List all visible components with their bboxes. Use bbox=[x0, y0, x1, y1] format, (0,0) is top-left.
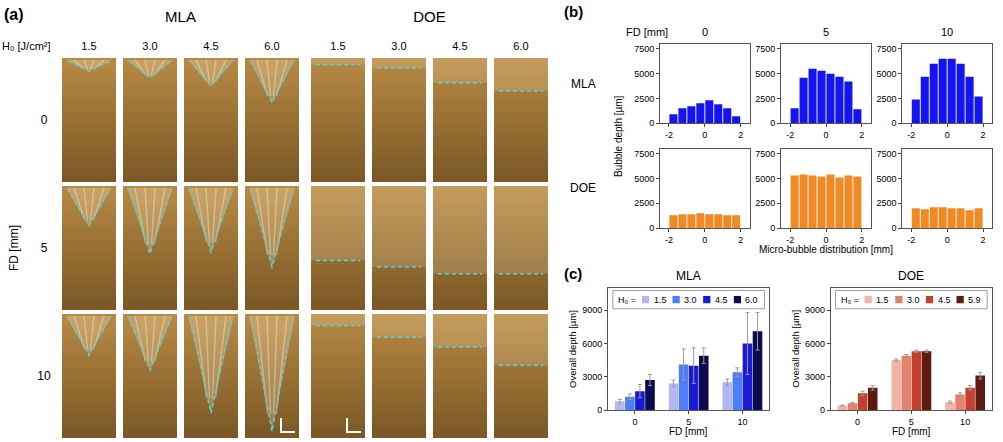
svg-text:H₀ =: H₀ = bbox=[841, 295, 859, 305]
svg-text:5.9: 5.9 bbox=[968, 295, 981, 305]
svg-text:FD [mm]: FD [mm] bbox=[892, 426, 931, 437]
svg-text:0: 0 bbox=[702, 26, 708, 38]
svg-text:FD [mm]: FD [mm] bbox=[669, 426, 708, 437]
svg-text:H₀ =: H₀ = bbox=[618, 295, 636, 305]
svg-text:0: 0 bbox=[649, 223, 654, 233]
svg-text:7500: 7500 bbox=[755, 149, 775, 159]
svg-text:DOE: DOE bbox=[898, 269, 924, 283]
svg-text:10: 10 bbox=[960, 417, 970, 427]
svg-text:2: 2 bbox=[738, 130, 743, 140]
svg-text:7500: 7500 bbox=[634, 44, 654, 54]
svg-text:5: 5 bbox=[823, 26, 829, 38]
svg-text:7500: 7500 bbox=[877, 149, 897, 159]
svg-text:10: 10 bbox=[737, 417, 747, 427]
svg-text:6.0: 6.0 bbox=[745, 295, 758, 305]
svg-text:2500: 2500 bbox=[755, 198, 775, 208]
svg-text:0: 0 bbox=[945, 130, 950, 140]
svg-text:0: 0 bbox=[702, 130, 707, 140]
svg-text:0: 0 bbox=[597, 405, 602, 415]
svg-text:(c): (c) bbox=[564, 265, 582, 282]
svg-text:1.5: 1.5 bbox=[81, 40, 96, 52]
svg-text:5: 5 bbox=[41, 241, 48, 255]
svg-text:0: 0 bbox=[820, 405, 825, 415]
svg-text:(a): (a) bbox=[4, 6, 24, 23]
svg-text:-2: -2 bbox=[665, 130, 673, 140]
svg-text:5000: 5000 bbox=[755, 69, 775, 79]
svg-text:5000: 5000 bbox=[877, 69, 897, 79]
svg-text:9000: 9000 bbox=[805, 305, 825, 315]
svg-text:MLA: MLA bbox=[165, 8, 196, 25]
svg-text:0: 0 bbox=[770, 223, 775, 233]
svg-text:5000: 5000 bbox=[634, 69, 654, 79]
svg-text:2500: 2500 bbox=[634, 94, 654, 104]
svg-text:2: 2 bbox=[859, 130, 864, 140]
svg-text:3000: 3000 bbox=[582, 372, 602, 382]
svg-text:0: 0 bbox=[823, 130, 828, 140]
svg-text:3.0: 3.0 bbox=[142, 40, 157, 52]
svg-text:2: 2 bbox=[859, 235, 864, 245]
svg-text:0: 0 bbox=[945, 235, 950, 245]
svg-text:DOE: DOE bbox=[570, 181, 596, 195]
svg-text:0: 0 bbox=[892, 223, 897, 233]
svg-text:5000: 5000 bbox=[634, 174, 654, 184]
svg-text:3.0: 3.0 bbox=[907, 295, 920, 305]
svg-text:9000: 9000 bbox=[582, 305, 602, 315]
svg-text:Micro-bubble distribution [mm]: Micro-bubble distribution [mm] bbox=[759, 244, 893, 255]
svg-text:10: 10 bbox=[37, 369, 51, 383]
svg-text:0: 0 bbox=[632, 417, 637, 427]
svg-text:7500: 7500 bbox=[755, 44, 775, 54]
svg-text:4.5: 4.5 bbox=[715, 295, 728, 305]
svg-text:5000: 5000 bbox=[755, 174, 775, 184]
svg-text:0: 0 bbox=[649, 118, 654, 128]
svg-text:5000: 5000 bbox=[877, 174, 897, 184]
svg-text:-2: -2 bbox=[665, 235, 673, 245]
svg-text:3.0: 3.0 bbox=[391, 40, 406, 52]
svg-text:Overall depth [µm]: Overall depth [µm] bbox=[790, 310, 801, 388]
svg-text:0: 0 bbox=[855, 417, 860, 427]
svg-text:10: 10 bbox=[941, 26, 953, 38]
svg-text:DOE: DOE bbox=[413, 8, 446, 25]
svg-text:4.5: 4.5 bbox=[203, 40, 218, 52]
svg-text:2: 2 bbox=[738, 235, 743, 245]
svg-text:2500: 2500 bbox=[755, 94, 775, 104]
svg-text:7500: 7500 bbox=[877, 44, 897, 54]
svg-text:H₀ [J/cm²]: H₀ [J/cm²] bbox=[2, 40, 51, 52]
svg-text:2500: 2500 bbox=[877, 94, 897, 104]
svg-text:2500: 2500 bbox=[634, 198, 654, 208]
svg-text:4.5: 4.5 bbox=[938, 295, 951, 305]
svg-text:1.5: 1.5 bbox=[876, 295, 889, 305]
svg-text:FD [mm]: FD [mm] bbox=[626, 26, 668, 38]
svg-text:0: 0 bbox=[823, 235, 828, 245]
svg-text:-2: -2 bbox=[786, 235, 794, 245]
svg-text:-2: -2 bbox=[786, 130, 794, 140]
svg-text:Bubble depth [µm]: Bubble depth [µm] bbox=[613, 95, 624, 177]
svg-text:6000: 6000 bbox=[582, 339, 602, 349]
svg-text:6.0: 6.0 bbox=[264, 40, 279, 52]
svg-text:3.0: 3.0 bbox=[684, 295, 697, 305]
svg-text:5: 5 bbox=[909, 417, 914, 427]
svg-text:5: 5 bbox=[686, 417, 691, 427]
svg-text:(b): (b) bbox=[564, 3, 583, 20]
svg-text:0: 0 bbox=[41, 113, 48, 127]
svg-text:-2: -2 bbox=[907, 235, 915, 245]
svg-text:Overall depth [µm]: Overall depth [µm] bbox=[567, 310, 578, 388]
svg-text:2: 2 bbox=[981, 130, 986, 140]
svg-text:0: 0 bbox=[702, 235, 707, 245]
svg-text:-2: -2 bbox=[907, 130, 915, 140]
svg-text:2: 2 bbox=[981, 235, 986, 245]
svg-text:MLA: MLA bbox=[571, 77, 596, 91]
svg-text:FD [mm]: FD [mm] bbox=[7, 225, 21, 271]
svg-text:1.5: 1.5 bbox=[330, 40, 345, 52]
svg-text:MLA: MLA bbox=[676, 269, 701, 283]
svg-text:1.5: 1.5 bbox=[654, 295, 667, 305]
svg-text:7500: 7500 bbox=[634, 149, 654, 159]
svg-text:6000: 6000 bbox=[805, 339, 825, 349]
svg-text:3000: 3000 bbox=[805, 372, 825, 382]
svg-text:2500: 2500 bbox=[877, 198, 897, 208]
svg-text:6.0: 6.0 bbox=[513, 40, 528, 52]
svg-text:0: 0 bbox=[892, 118, 897, 128]
svg-text:4.5: 4.5 bbox=[452, 40, 467, 52]
svg-text:0: 0 bbox=[770, 118, 775, 128]
